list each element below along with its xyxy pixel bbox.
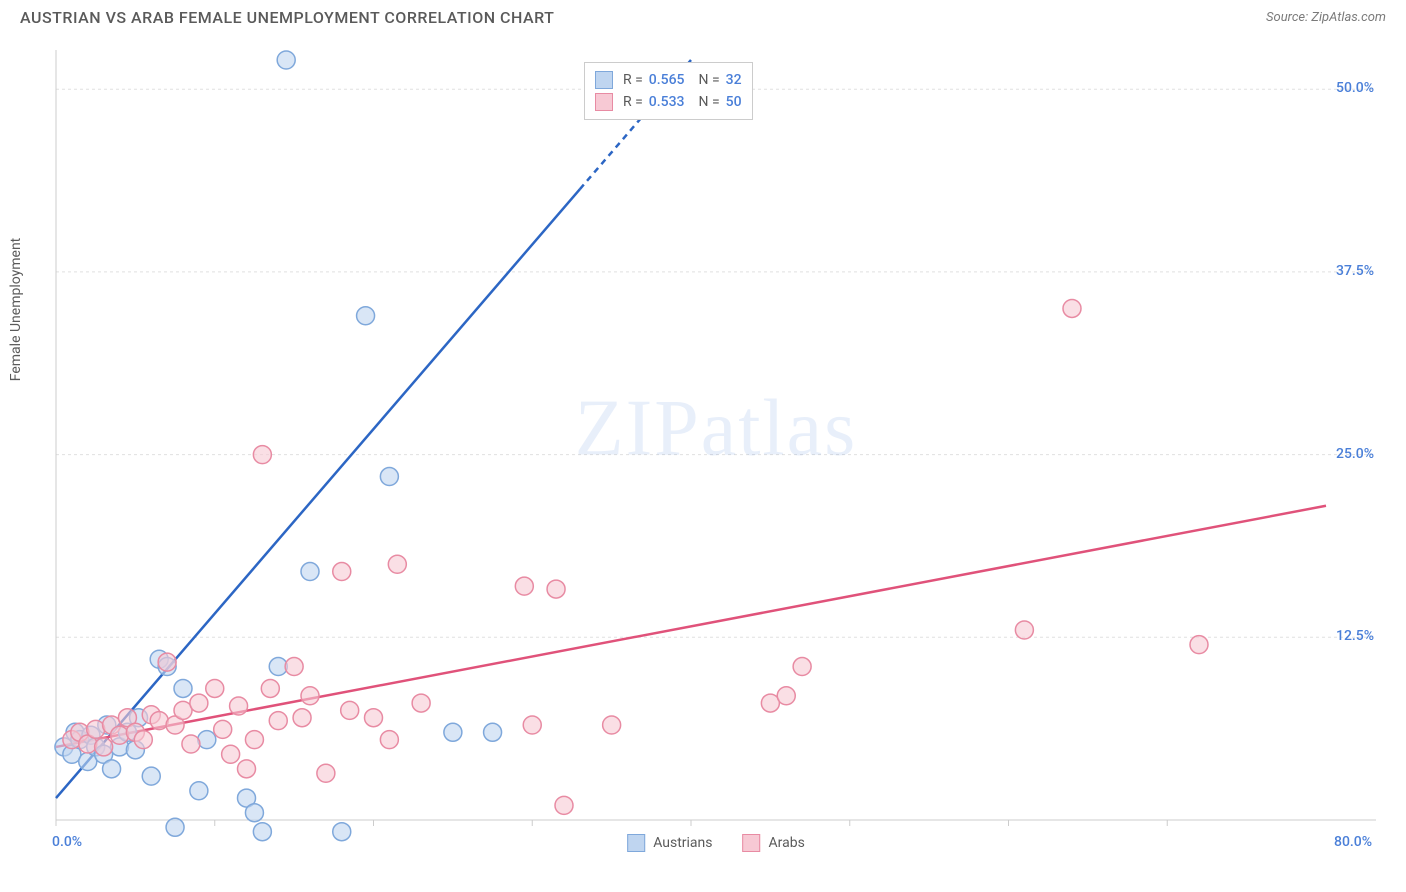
legend-series-label: Arabs: [769, 835, 805, 851]
legend-n-label: N =: [699, 94, 720, 110]
legend-n-label: N =: [699, 72, 720, 88]
source-label: Source: ZipAtlas.com: [1266, 10, 1386, 25]
legend-r-label: R =: [623, 94, 643, 110]
chart-container: Female Unemployment ZIPatlas R = 0.565N …: [46, 40, 1386, 850]
legend-r-label: R =: [623, 72, 643, 88]
legend-n-value: 50: [726, 94, 742, 110]
legend-r-value: 0.533: [649, 94, 685, 110]
legend-series-item: Austrians: [627, 834, 712, 852]
chart-title: AUSTRIAN VS ARAB FEMALE UNEMPLOYMENT COR…: [20, 8, 554, 27]
legend-swatch: [595, 71, 613, 89]
legend-swatch: [627, 834, 645, 852]
legend-swatch: [743, 834, 761, 852]
legend-series-item: Arabs: [743, 834, 805, 852]
y-axis-tick: 50.0%: [1336, 80, 1374, 96]
legend-series: Austrians Arabs: [627, 834, 805, 852]
legend-n-value: 32: [726, 72, 742, 88]
scatter-plot: [46, 40, 1386, 850]
x-axis-max: 80.0%: [1334, 834, 1372, 850]
legend-row: R = 0.565 N = 32: [595, 69, 742, 91]
legend-series-label: Austrians: [653, 835, 712, 851]
x-axis-min: 0.0%: [52, 834, 82, 850]
legend-correlation: R = 0.565 N = 32 R = 0.533 N = 50: [584, 62, 753, 120]
legend-r-value: 0.565: [649, 72, 685, 88]
y-axis-tick: 12.5%: [1336, 628, 1374, 644]
legend-swatch: [595, 93, 613, 111]
y-axis-tick: 37.5%: [1336, 263, 1374, 279]
y-axis-label: Female Unemployment: [8, 238, 24, 382]
y-axis-tick: 25.0%: [1336, 446, 1374, 462]
legend-row: R = 0.533 N = 50: [595, 91, 742, 113]
